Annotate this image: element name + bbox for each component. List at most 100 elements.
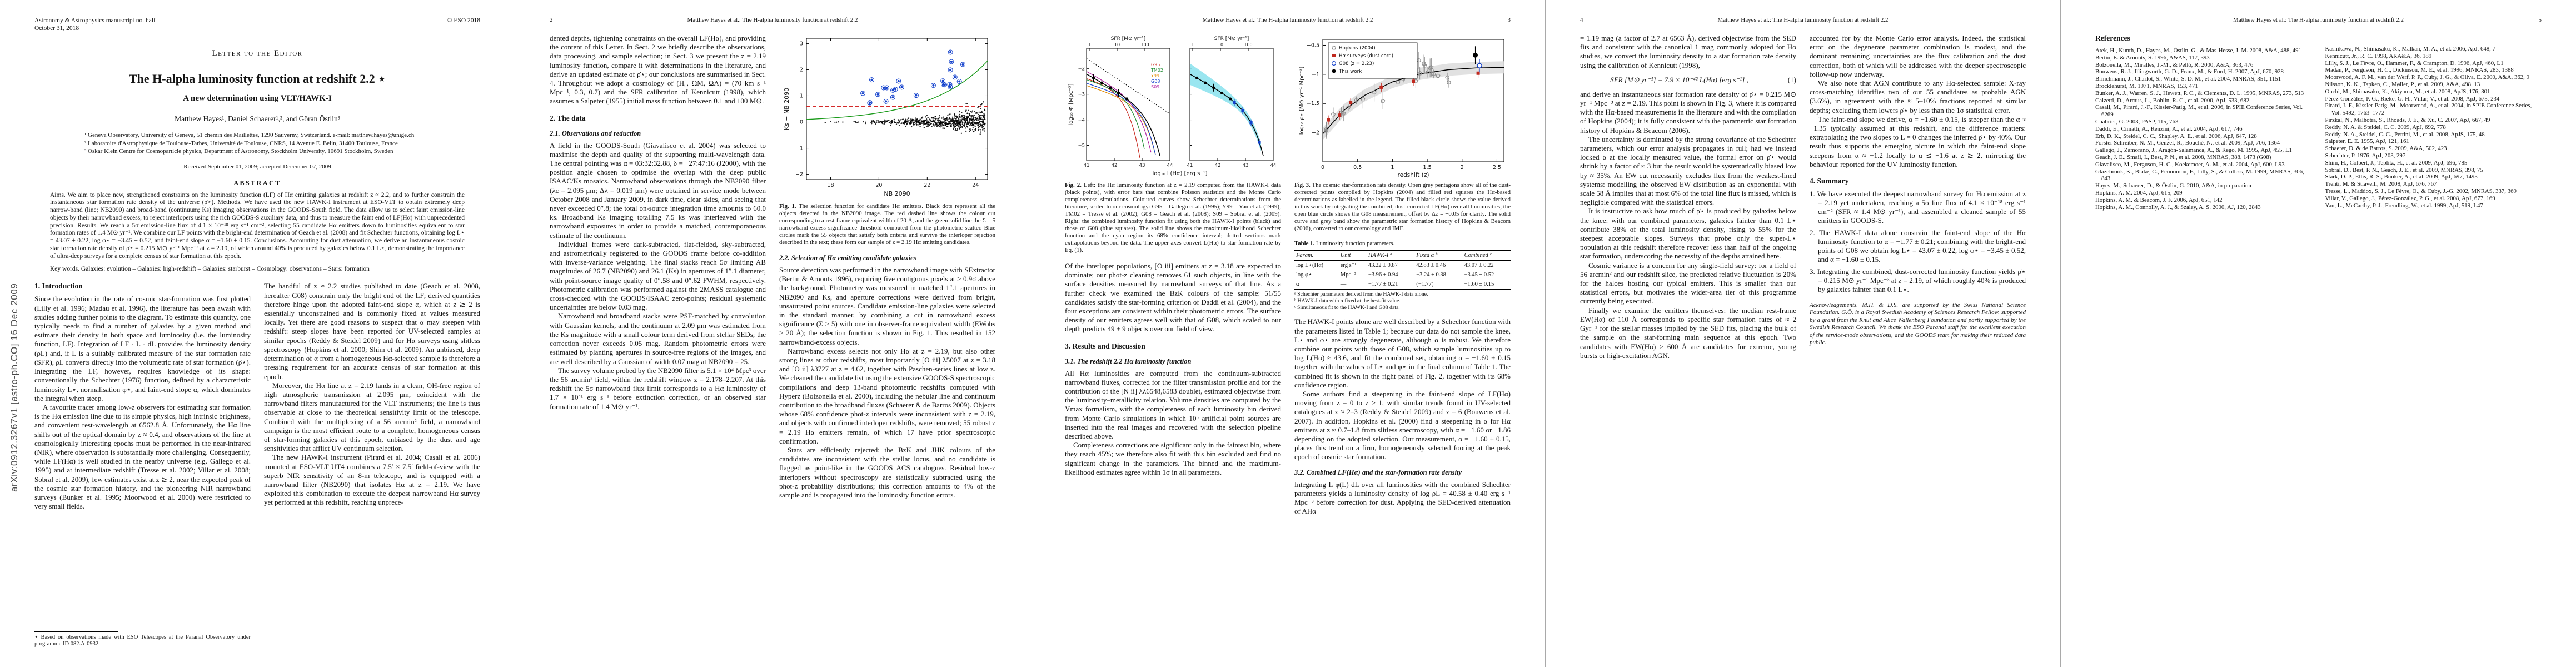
running-header: Matthew Hayes et al.: The H-alpha lumino… [1065, 17, 1511, 24]
table-cell: 43.22 ± 0.87 [1368, 262, 1398, 268]
reference-entry: Brocklehurst, M. 1971, MNRAS, 153, 471 [2095, 82, 2198, 89]
svg-text:1.5: 1.5 [1423, 165, 1432, 171]
affiliation: ¹ Geneva Observatory, University of Gene… [84, 132, 415, 138]
table-cell: — [1338, 280, 1367, 290]
body-paragraph: Narrowband excess selects not only Hα at… [779, 346, 995, 445]
svg-text:3: 3 [800, 41, 803, 47]
table-1: Table 1. Luminosity function parameters.… [1294, 240, 1511, 311]
reference-entry: Daddi, E., Cimatti, A., Renzini, A., et … [2095, 125, 2243, 132]
body-paragraph: Individual frames were dark-subtracted, … [550, 240, 766, 312]
body-paragraph: and derive an instantaneous star formati… [1580, 89, 1796, 135]
reference-entry: Lilly, S. J., Le Fèvre, O., Hammer, F., … [2325, 59, 2504, 67]
svg-text:−0.5: −0.5 [1307, 42, 1319, 48]
footnote-text: ⋆ Based on observations made with ESO Te… [34, 634, 251, 648]
svg-text:10: 10 [1114, 42, 1120, 47]
figure-2-caption: Fig. 2. Left: the Hα luminosity function… [1065, 182, 1281, 253]
svg-text:−2: −2 [1312, 130, 1319, 136]
svg-text:2.5: 2.5 [1493, 165, 1501, 171]
keywords-line: Key words. Galaxies: evolution – Galaxie… [50, 265, 370, 272]
svg-text:log₁₀ ρ̇⋆ [M⊙ yr⁻¹ Mpc⁻³]: log₁₀ ρ̇⋆ [M⊙ yr⁻¹ Mpc⁻³] [1298, 67, 1305, 135]
reference-entry: Ouchi, M., Shimasaku, K., Akiyama, M., e… [2325, 88, 2490, 95]
table-header-cell: Param. [1294, 250, 1339, 261]
section-3-1-heading: 3.1. The redshift 2.2 Hα luminosity func… [1065, 357, 1192, 365]
reference-entry: Gallego, J., Zamorano, J., Aragón-Salama… [2095, 147, 2292, 154]
figure-2-plot: 41 42 43 44 −2 −3 −4 −5 1 10 100 41 42 43 44 1 10 100 G95T… [1068, 36, 1276, 177]
affiliation: ³ Oskar Klein Centre for Cosmoparticle p… [84, 148, 393, 155]
reference-entry: Moorwood, A. F. M., van der Werf, P. P.,… [2325, 74, 2529, 81]
body-paragraph: Some authors find a steepening in the fa… [1294, 390, 1511, 461]
svg-text:Ks − NB 2090: Ks − NB 2090 [783, 88, 790, 130]
reference-entry: Glazebrook, K., Blake, C., Economou, F.,… [2095, 168, 2304, 182]
manuscript-header: Astronomy & Astrophysics manuscript no. … [34, 17, 480, 32]
table-footnote: ᵇ HAWK-I data with α fixed at the best-f… [1294, 297, 1401, 304]
page1-column-right: The handful of z ≈ 2.2 studies published… [264, 282, 480, 511]
page-number: 5 [2538, 17, 2542, 23]
intro-paragraph: The new HAWK-I instrument (Pirard et al.… [264, 453, 480, 507]
page1-column-left: 1. Introduction Since the evolution in t… [34, 282, 251, 511]
summary-list: 1. We have executed the deepest narrowba… [1810, 190, 2026, 294]
reference-entry: Casali, M., Pirard, J.-F., Kissler-Patig… [2095, 104, 2303, 118]
luminosity-function-table: Param. Unit HAWK-I ᵃ Fixed α ᵇ Combined … [1294, 250, 1511, 290]
section-1-heading: 1. Introduction [34, 282, 83, 291]
section-3-heading: 3. Results and Discussion [1065, 341, 1145, 350]
arxiv-stamp: arXiv:0912.3267v1 [astro-ph.CO] 16 Dec 2… [9, 283, 19, 492]
running-header: 2 Matthew Hayes et al.: The H-alpha lumi… [550, 17, 995, 24]
author-list: Matthew Hayes¹, Daniel Schaerer¹,², and … [175, 115, 340, 123]
table-row: α — −1.77 ± 0.21 (−1.77) −1.60 ± 0.15 [1294, 280, 1511, 290]
svg-text:41: 41 [1187, 163, 1193, 168]
body-paragraph: accounted for by the Monte Carlo error a… [1810, 34, 2026, 78]
table-footnote: ᵃ Schechter parameters derived from the … [1294, 291, 1428, 297]
reference-entry: Pirzkal, N., Malhotra, S., Rhoads, J. E.… [2325, 116, 2490, 123]
svg-text:Hopkins (2004): Hopkins (2004) [1339, 46, 1376, 51]
svg-text:SFR [M⊙ yr⁻¹]: SFR [M⊙ yr⁻¹] [1111, 36, 1146, 42]
reference-entry: Bunker, A. J., Warren, S. J., Hewett, P.… [2095, 89, 2304, 97]
body-paragraph: It is instructive to ask how much of ρ̇⋆… [1580, 207, 1796, 261]
running-title: Matthew Hayes et al.: The H-alpha lumino… [1717, 17, 1889, 23]
reference-entry: Bolzonella, M., Miralles, J.-M., & Pelló… [2095, 61, 2254, 68]
reference-entry: Bertin, E. & Arnouts, S. 1996, A&AS, 117… [2095, 54, 2210, 61]
reference-entry: Geach, J. E., Smail, I., Best, P. N., et… [2095, 153, 2271, 161]
copyright-notice: © ESO 2018 [447, 17, 480, 24]
table-row: log L⋆(Hα) erg s⁻¹ 43.22 ± 0.87 42.83 ± … [1294, 261, 1511, 271]
svg-text:100: 100 [1140, 42, 1149, 47]
body-paragraph: Cosmic variance is a concern for any sin… [1580, 261, 1796, 306]
body-paragraph: Of the interloper populations, [O iii] e… [1065, 262, 1281, 334]
affiliation-list: ¹ Geneva Observatory, University of Gene… [84, 131, 480, 156]
reference-entry: Kashikawa, N., Shimasaku, K., Malkan, M.… [2325, 46, 2495, 52]
received-accepted-dates: Received September 01, 2009; accepted De… [183, 163, 331, 170]
title-footnote: ⋆ Based on observations made with ESO Te… [34, 631, 251, 648]
footnote-rule [34, 631, 118, 632]
table-footnote: ᶜ Simultaneous fit to the HAWK-I and G08… [1294, 304, 1400, 311]
reference-entry: Hopkins, A. M. 2004, ApJ, 615, 209 [2095, 189, 2183, 196]
svg-text:−4: −4 [1078, 118, 1085, 123]
reference-entry: Madau, P., Ferguson, H. C., Dickinson, M… [2325, 67, 2514, 74]
abstract-text: Aims. We aim to place new, strengthened … [50, 191, 465, 260]
body-paragraph: Narrowband and broadband stacks were PSF… [550, 312, 766, 366]
reference-list: Kashikawa, N., Shimasaku, K., Malkan, M.… [2325, 46, 2542, 209]
abstract-heading: ABSTRACT [233, 178, 281, 187]
svg-text:This work: This work [1338, 69, 1362, 74]
svg-text:44: 44 [1167, 163, 1173, 168]
svg-text:41: 41 [1084, 163, 1090, 168]
table-cell: (−1.77) [1414, 280, 1463, 290]
reference-entry: Erb, D. K., Steidel, C. C., Shapley, A. … [2095, 132, 2257, 140]
reference-entry: Pérez-González, P. G., Rieke, G. H., Vil… [2325, 95, 2500, 102]
body-paragraph: All Hα luminosities are computed from th… [1065, 369, 1281, 441]
body-paragraph: Source detection was performed in the na… [779, 266, 995, 346]
table-cell: α [1294, 280, 1339, 290]
page5-column-left: References Atek, H., Kunth, D., Hayes, M… [2095, 34, 2312, 211]
equation-body: SFR [M⊙ yr⁻¹] = 7.9 × 10⁻⁴² L(Hα) [erg s… [1610, 75, 1748, 84]
figure-3-plot: 0 0.5 1 1.5 2 2.5 −0.5 −1 −1.5 −2 Hopkins (2004) Hα… [1298, 39, 1504, 178]
svg-text:redshift (z): redshift (z) [1398, 172, 1429, 178]
page-number: 2 [550, 17, 553, 23]
intro-paragraph: A favourite tracer among low-z observers… [34, 402, 251, 511]
svg-text:22: 22 [924, 182, 930, 188]
reference-entry: Sobral, D., Best, P. N., Geach, J. E., e… [2325, 166, 2483, 173]
reference-entry: Atek, H., Kunth, D., Hayes, M., Östlin, … [2095, 47, 2301, 54]
svg-text:−1.5: −1.5 [1307, 101, 1319, 107]
svg-text:G95: G95 [1151, 62, 1160, 67]
svg-text:−1: −1 [795, 146, 803, 152]
page-4: 4 Matthew Hayes et al.: The H-alpha lumi… [1546, 0, 2061, 667]
reference-entry: Giavalisco, M., Ferguson, H. C., Koekemo… [2095, 161, 2285, 168]
intro-paragraph: Since the evolution in the rate of cosmi… [34, 295, 251, 402]
